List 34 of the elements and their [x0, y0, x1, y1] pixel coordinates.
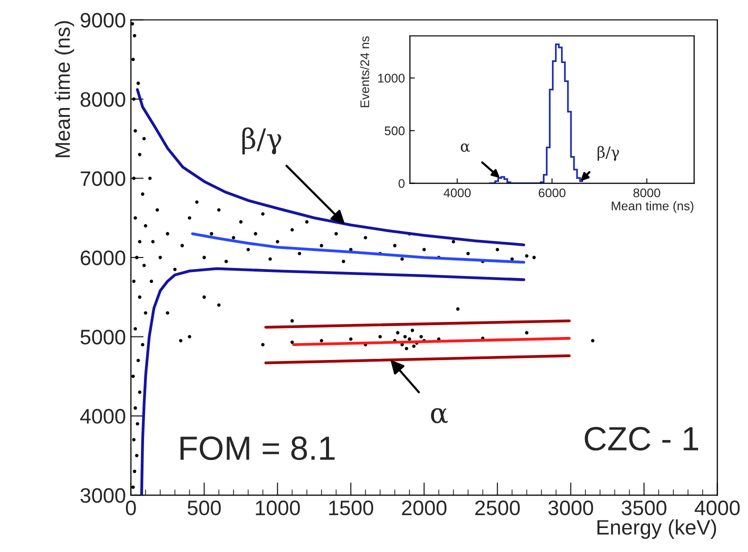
y-tick-label: 1000	[378, 74, 405, 83]
annotation: β/γ	[598, 146, 620, 161]
annotation: CZC - 1	[584, 426, 698, 451]
x-tick-label: 2000	[402, 500, 446, 516]
y-tick-label: 3000	[80, 488, 126, 503]
x-tick-label: 3500	[622, 500, 666, 516]
x-tick-label: 3000	[548, 500, 594, 516]
line-series	[140, 267, 526, 496]
y-tick-label: 5000	[80, 330, 126, 344]
x-tick-label: 4000	[444, 188, 471, 198]
x-axis-title: Energy (keV)	[597, 519, 716, 539]
x-tick-label: 0	[126, 500, 136, 516]
y-tick-label: 7000	[80, 171, 126, 186]
x-tick-label: 500	[188, 500, 221, 516]
x-tick-label: 4000	[694, 500, 740, 516]
y-tick-label: 4000	[80, 408, 126, 424]
annotation: α	[460, 144, 470, 152]
y-axis-title: Mean time (ns)	[54, 21, 74, 158]
annotation: β/γ	[242, 127, 282, 154]
y-tick-label: 0	[398, 179, 405, 188]
y-tick-label: 500	[384, 126, 405, 136]
y-tick-label: 8000	[80, 92, 126, 107]
line-series	[191, 232, 526, 264]
x-tick-label: 1500	[329, 500, 374, 516]
x-tick-label: 8000	[633, 188, 660, 198]
x-tick-label: 6000	[538, 188, 566, 198]
annotation: FOM = 8.1	[180, 436, 335, 460]
y-tick-label: 6000	[80, 250, 126, 266]
x-tick-label: 2500	[475, 500, 520, 516]
y-axis-title: Events/24 ns	[360, 36, 370, 108]
y-tick-label: 9000	[80, 12, 126, 28]
x-axis-title: Mean time (ns)	[612, 201, 694, 213]
x-tick-label: 1000	[256, 500, 300, 516]
annotation: α	[431, 408, 448, 424]
